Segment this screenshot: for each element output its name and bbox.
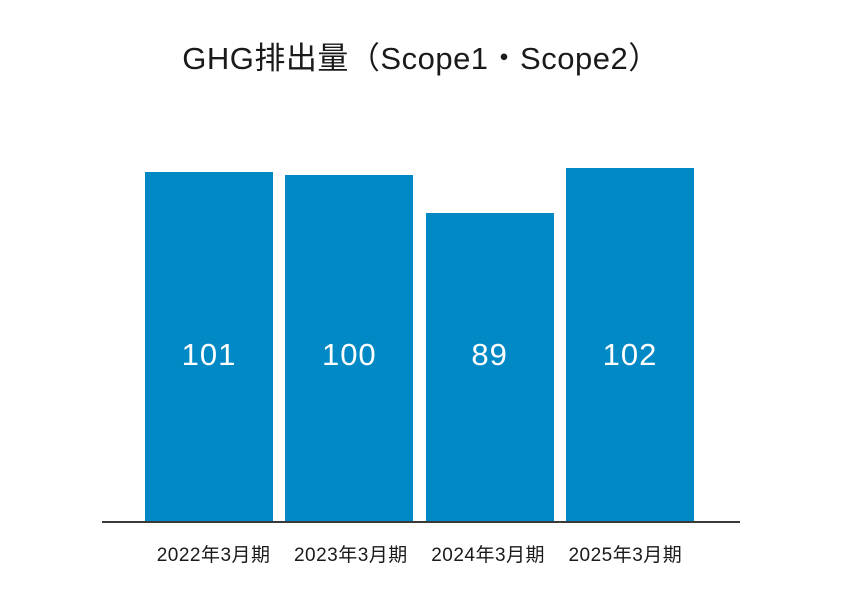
x-tick-label-2025: 2025年3月期	[568, 545, 683, 566]
bar-2025: 102	[565, 168, 694, 522]
bar-value-label: 101	[181, 337, 237, 372]
bar-value-label: 102	[602, 337, 658, 372]
x-axis-line	[102, 521, 740, 523]
x-axis-tick-labels: 2022年3月期 2023年3月期 2024年3月期 2025年3月期	[145, 540, 694, 567]
bar-2024: 89	[425, 213, 554, 522]
chart-title: GHG排出量（Scope1・Scope2）	[182, 41, 660, 76]
x-tick-label-2023: 2023年3月期	[293, 545, 408, 566]
plot-area: 101 100 89 102	[145, 130, 694, 522]
bar-value-label: 89	[471, 337, 508, 372]
x-tick-label-2024: 2024年3月期	[431, 545, 546, 566]
x-tick-label-2022: 2022年3月期	[156, 545, 271, 566]
bar-2022: 101	[145, 172, 273, 522]
bar-value-label: 100	[321, 337, 377, 372]
bar-2023: 100	[285, 175, 414, 522]
